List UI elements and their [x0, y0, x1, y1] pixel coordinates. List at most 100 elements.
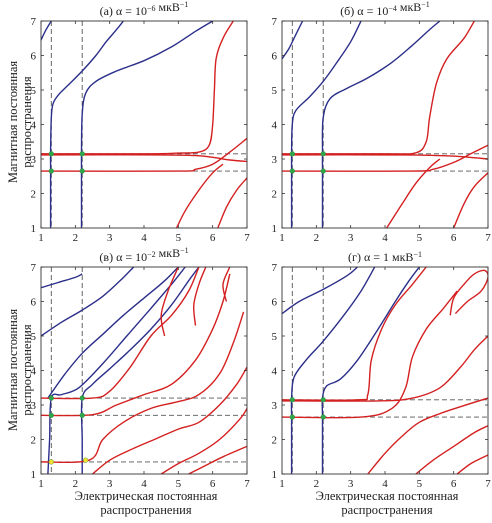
x-tick-label: 2	[314, 232, 320, 244]
series-curve-14	[222, 267, 231, 302]
series-curve-4	[41, 21, 234, 155]
x-tick-label: 7	[485, 478, 491, 490]
intersection-point-2	[320, 151, 326, 157]
y-tick-label: 7	[31, 262, 37, 274]
series-curve-11	[188, 445, 247, 474]
x-tick-label: 3	[348, 478, 354, 490]
series-curve-2	[49, 21, 124, 228]
x-label-line-1: Электрическая постоянная	[315, 489, 459, 503]
x-tick-label: 7	[485, 232, 491, 244]
y-tick-label: 3	[272, 154, 278, 166]
y-tick-label: 2	[272, 189, 278, 201]
y-tick-label: 5	[31, 331, 37, 343]
y-tick-label: 1	[272, 223, 278, 235]
y-tick-label: 1	[272, 469, 278, 481]
series-curve-4	[282, 267, 427, 401]
intersection-point-1	[289, 397, 295, 403]
intersection-point-4	[320, 168, 326, 174]
x-label-line-1: Электрическая постоянная	[74, 489, 218, 503]
series-curve-7	[175, 163, 224, 228]
x-tick-label: 4	[382, 478, 388, 490]
series-curve-8	[217, 177, 247, 228]
series-curve-1	[41, 273, 83, 289]
series-curve-1	[282, 267, 358, 315]
y-tick-label: 6	[272, 297, 278, 309]
series-curve-10	[160, 408, 247, 474]
plot-frame	[281, 20, 489, 229]
x-tick-label: 3	[348, 232, 354, 244]
series-curve-6	[282, 154, 488, 160]
x-tick-label: 3	[107, 232, 113, 244]
y-axis-label-top: Магнитная постоянная распространения	[6, 47, 36, 197]
series-curve-9	[456, 454, 488, 474]
y-tick-label: 5	[31, 85, 37, 97]
intersection-point-6	[83, 457, 89, 463]
intersection-point-1	[48, 151, 54, 157]
intersection-point-3	[289, 168, 295, 174]
series-curve-7	[367, 397, 488, 474]
series-curve-5	[282, 144, 488, 172]
x-label-line-2: распространения	[341, 503, 433, 517]
y-label-line-2: распространения	[20, 324, 34, 416]
x-tick-label: 5	[176, 478, 182, 490]
x-tick-label: 6	[210, 232, 216, 244]
intersection-point-3	[48, 168, 54, 174]
y-tick-label: 4	[272, 120, 278, 132]
series-curve-3	[321, 267, 420, 474]
series-curve-7	[386, 158, 441, 228]
chart-panel-4: 1 2 3 4 5 6 7 1 2 3 4 5 6 7 (г) α = 1 мкВ−1	[272, 250, 492, 490]
y-tick-label: 3	[31, 400, 37, 412]
y-tick-label: 6	[31, 51, 37, 63]
panel-title: (г) α = 1 мкВ−1	[348, 250, 422, 264]
panel-title: (в) α = 10−2 мкВ−1	[99, 246, 188, 264]
x-tick-label: 5	[417, 478, 423, 490]
chart-panel-2: 1 2 3 4 5 6 7 1 2 3 4 5 6 7 (б) α = 10−4 мкВ−1	[272, 0, 492, 244]
series-curve-6	[282, 335, 488, 402]
y-label-line-2: распространения	[20, 76, 34, 168]
intersection-point-4	[79, 412, 85, 418]
y-tick-label: 2	[31, 189, 37, 201]
plot-frame	[40, 20, 248, 229]
y-label-line-1: Магнитная постоянная	[6, 308, 20, 432]
series-curve-2	[41, 267, 135, 337]
series-curve-6	[41, 154, 247, 163]
x-tick-label: 1	[38, 232, 44, 244]
series-curve-8	[41, 311, 245, 464]
y-tick-label: 4	[31, 366, 37, 378]
intersection-point-3	[289, 414, 295, 420]
x-axis-label-right: Электрическая постоянная распространения	[287, 489, 487, 517]
chart-panel-1: 1 2 3 4 5 6 7 1 2 3 4 5 6 7 (а) α = 10−6 мкВ−1	[31, 0, 251, 244]
y-tick-label: 4	[31, 120, 37, 132]
x-axis-label-left: Электрическая постоянная распространения	[46, 489, 246, 517]
y-tick-label: 7	[31, 16, 37, 28]
panel-title: (а) α = 10−6 мкВ−1	[100, 0, 189, 18]
x-tick-label: 4	[382, 232, 388, 244]
x-tick-label: 1	[279, 478, 285, 490]
x-tick-label: 1	[38, 478, 44, 490]
panel-title: (б) α = 10−4 мкВ−1	[340, 0, 430, 18]
series-curve-1	[282, 21, 304, 60]
y-tick-label: 2	[31, 435, 37, 447]
intersection-point-2	[79, 151, 85, 157]
x-tick-label: 6	[451, 478, 457, 490]
x-tick-label: 5	[417, 232, 423, 244]
intersection-point-1	[48, 395, 54, 401]
series-curve-1	[41, 21, 52, 41]
y-label-line-1: Магнитная постоянная	[6, 60, 20, 184]
series-curve-13	[192, 267, 207, 326]
x-tick-label: 7	[244, 232, 250, 244]
series-curve-5	[41, 137, 247, 172]
y-tick-label: 2	[272, 435, 278, 447]
series-curve-12	[160, 267, 179, 337]
x-tick-label: 4	[141, 478, 147, 490]
intersection-point-2	[320, 397, 326, 403]
y-tick-label: 7	[272, 16, 278, 28]
series-curve-9	[92, 366, 247, 474]
x-tick-label: 1	[279, 232, 285, 244]
series-curve-2	[290, 267, 376, 474]
intersection-point-1	[289, 151, 295, 157]
series-curve-6	[41, 267, 200, 400]
y-tick-label: 1	[31, 223, 37, 235]
series-curve-4	[282, 21, 475, 155]
